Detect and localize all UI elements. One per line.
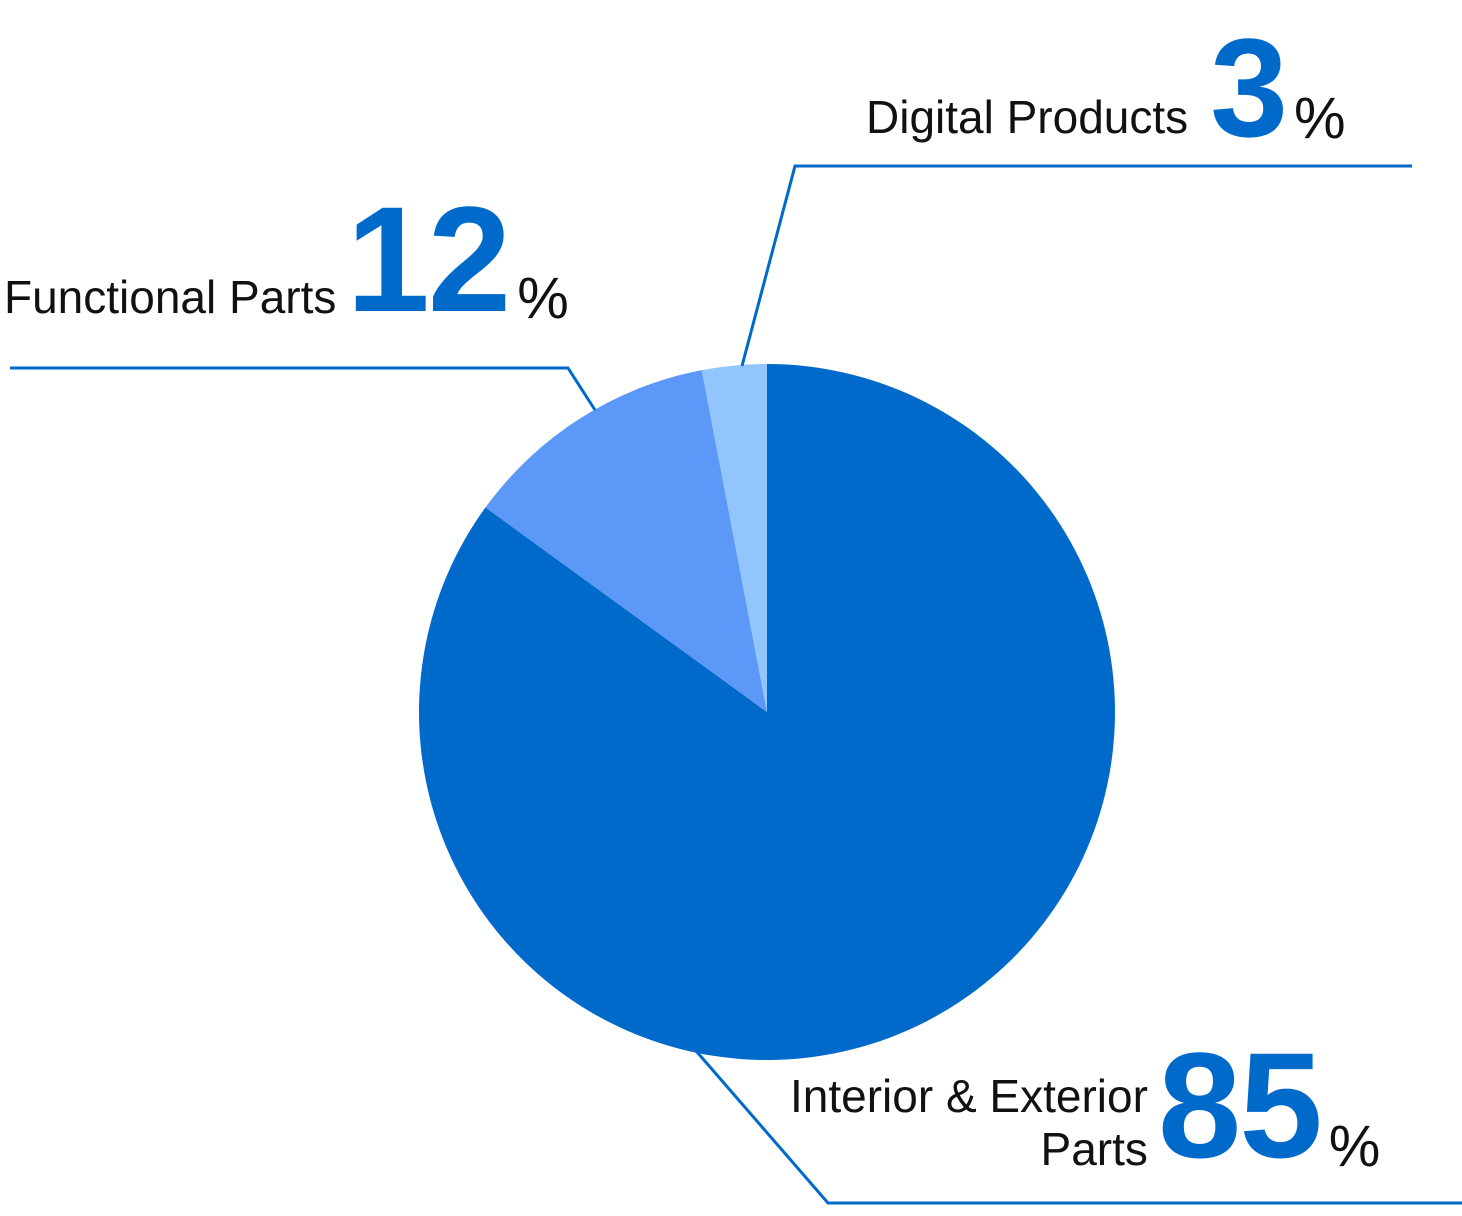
pie-slice-functional-parts (485, 370, 767, 712)
slice-label-interior-exterior-parts: Interior & Exterior Parts 85 % (790, 1030, 1381, 1180)
leader-line-interior-exterior-parts (695, 1051, 1462, 1205)
pie-slice-interior-exterior-parts (418, 364, 1115, 1060)
percent-sign: % (1294, 86, 1346, 151)
pie-slice-digital-products (701, 364, 767, 712)
percent-sign: % (517, 266, 569, 331)
leader-line-functional-parts (10, 366, 597, 411)
slice-name: Functional Parts (4, 271, 337, 324)
slice-name: Interior & Exterior Parts (790, 1070, 1148, 1176)
slice-name-line-1: Interior & Exterior (790, 1070, 1148, 1123)
slice-value: 85 (1157, 1021, 1323, 1189)
leader-lines (10, 164, 1462, 1205)
percent-sign: % (1328, 1114, 1381, 1179)
slice-label-digital-products: Digital Products 3 % (866, 18, 1346, 158)
leader-line-digital-products (740, 164, 1412, 367)
pie-slices (418, 364, 1115, 1060)
slice-value: 12 (346, 175, 511, 343)
slice-name: Digital Products (866, 91, 1189, 144)
slice-label-functional-parts: Functional Parts 12 % (4, 184, 569, 334)
slice-value: 3 (1210, 9, 1288, 166)
slice-name-line-2: Parts (1040, 1123, 1148, 1176)
